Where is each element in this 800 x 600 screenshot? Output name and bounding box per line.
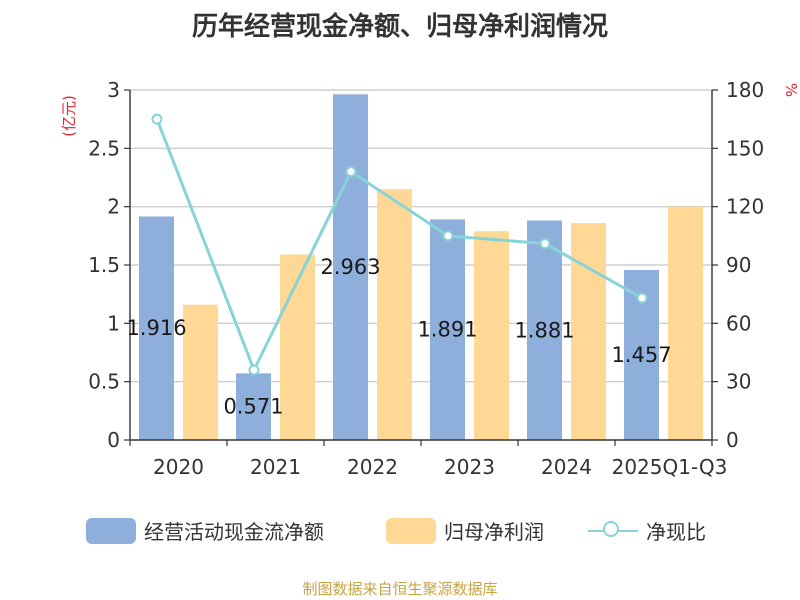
y-left-tick-label: 2.5 bbox=[88, 136, 120, 160]
bar-value-label: 2.963 bbox=[320, 255, 380, 279]
point-ratio bbox=[539, 238, 551, 250]
bar-profit bbox=[377, 189, 412, 440]
x-tick-label: 2024 bbox=[541, 455, 592, 479]
legend-item-profit[interactable]: 归母净利润 bbox=[386, 516, 544, 545]
y-right-unit-label: % bbox=[782, 83, 800, 97]
legend-item-cashflow[interactable]: 经营活动现金流净额 bbox=[86, 516, 324, 545]
legend-swatch-ratio bbox=[588, 518, 638, 544]
bar-cashflow bbox=[333, 94, 368, 441]
bar-profit bbox=[474, 231, 509, 440]
y-right-tick-label: 60 bbox=[726, 311, 751, 335]
x-tick-label: 2021 bbox=[250, 455, 301, 479]
y-right-tick-label: 120 bbox=[726, 195, 764, 219]
y-left-tick-label: 3 bbox=[107, 78, 120, 102]
legend-label-ratio: 净现比 bbox=[646, 520, 706, 544]
bar-value-label: 1.891 bbox=[417, 318, 477, 342]
legend-label-profit: 归母净利润 bbox=[444, 520, 544, 544]
bar-value-label: 0.571 bbox=[223, 395, 283, 419]
y-left-tick-label: 0 bbox=[107, 428, 120, 452]
x-tick-label: 2022 bbox=[347, 455, 398, 479]
x-tick-label: 2025Q1-Q3 bbox=[612, 455, 728, 479]
bar-value-label: 1.916 bbox=[126, 316, 186, 340]
line-ratio bbox=[155, 118, 643, 372]
y-left-tick-label: 1 bbox=[107, 311, 120, 335]
point-ratio bbox=[442, 230, 454, 242]
y-left-tick-label: 0.5 bbox=[88, 370, 120, 394]
y-left-tick-label: 2 bbox=[107, 195, 120, 219]
bar-value-label: 1.881 bbox=[514, 318, 574, 342]
bar-profit bbox=[668, 206, 703, 440]
legend-swatch-cashflow bbox=[86, 517, 136, 544]
point-ratio bbox=[345, 166, 357, 178]
bar-profit bbox=[280, 254, 315, 440]
legend-label-cashflow: 经营活动现金流净额 bbox=[144, 520, 324, 544]
bar-cashflow bbox=[139, 216, 174, 440]
point-ratio bbox=[248, 364, 260, 376]
y-left-unit-label: (亿元) bbox=[60, 95, 78, 137]
y-right-tick-label: 180 bbox=[726, 78, 764, 102]
y-right-tick-label: 30 bbox=[726, 370, 751, 394]
y-right-tick-label: 0 bbox=[726, 428, 739, 452]
y-right-tick-label: 90 bbox=[726, 253, 751, 277]
point-ratio bbox=[151, 113, 163, 125]
bar-value-label: 1.457 bbox=[611, 343, 671, 367]
bar-cashflow bbox=[236, 373, 271, 440]
bar-cashflow bbox=[527, 220, 562, 440]
bar-profit bbox=[183, 304, 218, 440]
legend-item-ratio[interactable]: 净现比 bbox=[588, 516, 706, 545]
bar-profit bbox=[571, 223, 606, 440]
y-right-tick-label: 150 bbox=[726, 136, 764, 160]
y-left-tick-label: 1.5 bbox=[88, 253, 120, 277]
chart-title: 历年经营现金净额、归母净利润情况 bbox=[191, 12, 608, 42]
point-ratio bbox=[636, 292, 648, 304]
x-tick-label: 2020 bbox=[153, 455, 204, 479]
bar-cashflow bbox=[430, 219, 465, 440]
source-note: 制图数据来自恒生聚源数据库 bbox=[302, 580, 498, 598]
x-tick-label: 2023 bbox=[444, 455, 495, 479]
legend-swatch-profit bbox=[386, 517, 436, 544]
